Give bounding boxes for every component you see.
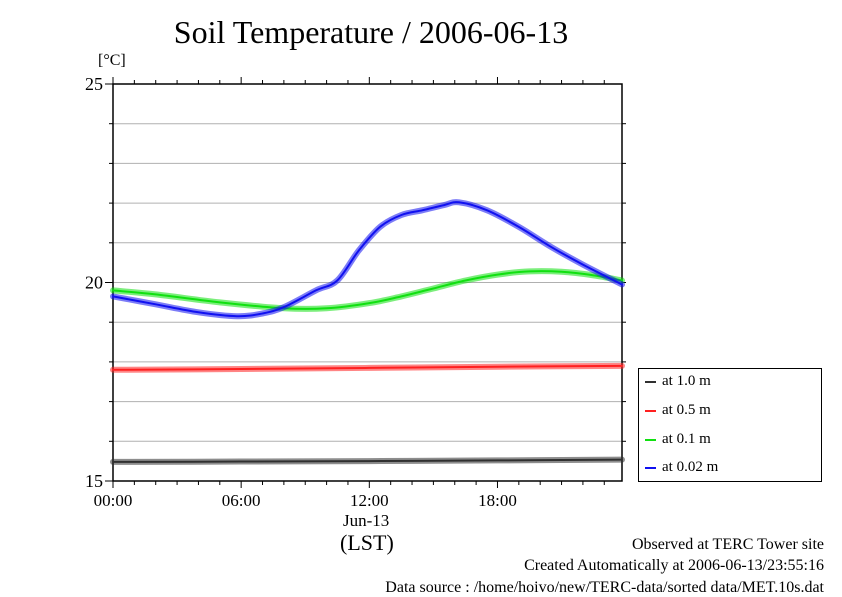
legend-item: at 0.1 m	[645, 431, 711, 448]
y-tick-label: 25	[85, 74, 103, 94]
legend-item: at 0.02 m	[645, 459, 718, 476]
y-tick-label: 15	[85, 471, 103, 491]
legend-label: at 0.02 m	[662, 459, 719, 475]
y-axis-unit: [°C]	[98, 52, 126, 69]
series-line	[112, 270, 623, 311]
series-line	[112, 201, 623, 318]
x-tick-label: 18:00	[478, 491, 517, 510]
x-tick-label: 06:00	[222, 491, 261, 510]
legend-label: at 0.5 m	[662, 402, 711, 418]
chart-title: Soil Temperature / 2006-06-13	[173, 14, 569, 50]
series-line	[112, 364, 623, 371]
legend: at 1.0 m at 0.5 m at 0.1 m at 0.02 m	[638, 368, 822, 482]
legend-item: at 0.5 m	[645, 402, 711, 419]
x-date-label: Jun-13	[343, 511, 390, 530]
x-axis-label: (LST)	[340, 530, 394, 555]
legend-swatch	[645, 409, 656, 412]
y-tick-label: 20	[85, 273, 103, 293]
footer-site: Observed at TERC Tower site	[631, 536, 824, 553]
x-tick-label: 12:00	[350, 491, 389, 510]
legend-swatch	[645, 380, 656, 383]
legend-swatch	[645, 466, 656, 469]
legend-item: at 1.0 m	[645, 373, 711, 390]
legend-label: at 0.1 m	[662, 431, 711, 447]
footer-source: Data source : /home/hoivo/new/TERC-data/…	[385, 579, 824, 596]
legend-label: at 1.0 m	[662, 373, 711, 389]
x-tick-label: 00:00	[94, 491, 133, 510]
series-line	[112, 458, 623, 463]
legend-swatch	[645, 438, 656, 441]
footer-created: Created Automatically at 2006-06-13/23:5…	[524, 557, 824, 574]
